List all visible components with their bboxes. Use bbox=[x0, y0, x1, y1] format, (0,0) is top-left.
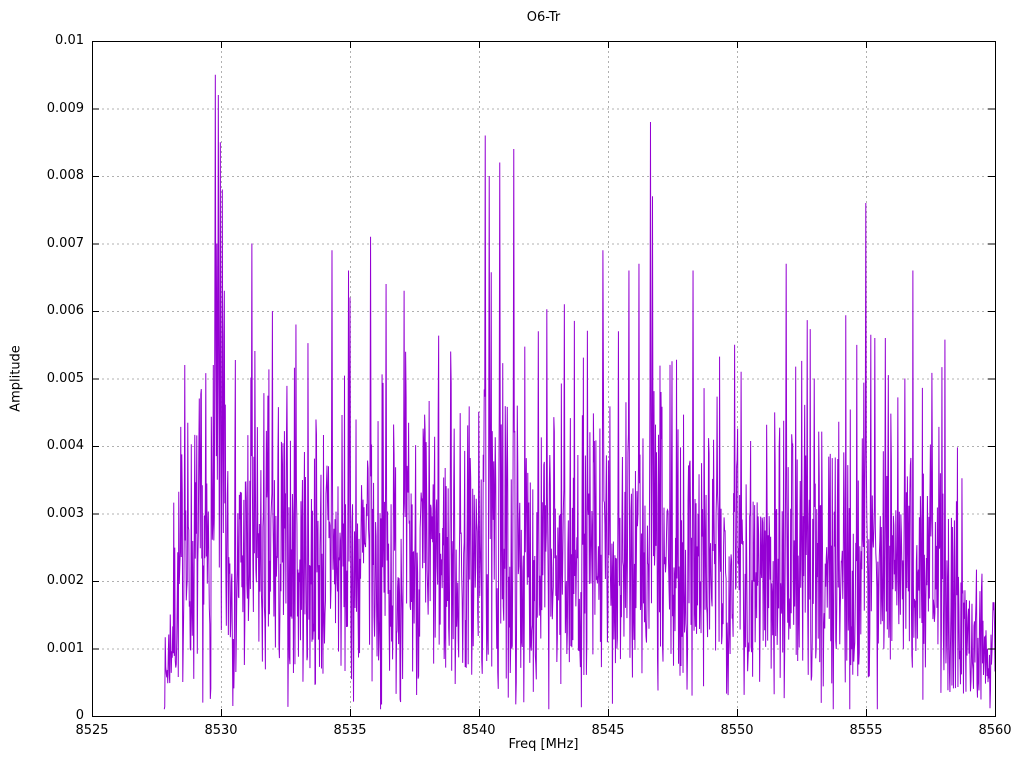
x-tick-label: 8545 bbox=[591, 723, 625, 738]
x-tick-label: 8540 bbox=[462, 723, 496, 738]
x-axis-label: Freq [MHz] bbox=[508, 737, 579, 752]
x-tick-label: 8550 bbox=[720, 723, 754, 738]
y-tick-label: 0.01 bbox=[55, 33, 84, 48]
x-tick-label: 8560 bbox=[978, 723, 1012, 738]
y-tick-label: 0.005 bbox=[46, 370, 84, 386]
y-tick-label: 0.006 bbox=[46, 303, 84, 318]
y-tick-label: 0 bbox=[75, 708, 84, 723]
chart-title: O6-Tr bbox=[526, 10, 561, 25]
y-tick-label: 0.002 bbox=[46, 573, 84, 588]
x-tick-label: 8530 bbox=[204, 723, 238, 738]
y-tick-label: 0.007 bbox=[46, 235, 84, 251]
y-tick-label: 0.008 bbox=[46, 168, 84, 183]
data-trace bbox=[163, 74, 996, 710]
y-tick-label: 0.003 bbox=[46, 505, 84, 521]
y-tick-label: 0.009 bbox=[46, 100, 84, 116]
x-tick-label: 8555 bbox=[849, 723, 883, 738]
x-tick-label: 8525 bbox=[75, 723, 109, 738]
x-tick-label: 8535 bbox=[333, 723, 367, 738]
y-tick-label: 0.004 bbox=[46, 438, 84, 453]
y-tick-label: 0.001 bbox=[46, 640, 84, 656]
